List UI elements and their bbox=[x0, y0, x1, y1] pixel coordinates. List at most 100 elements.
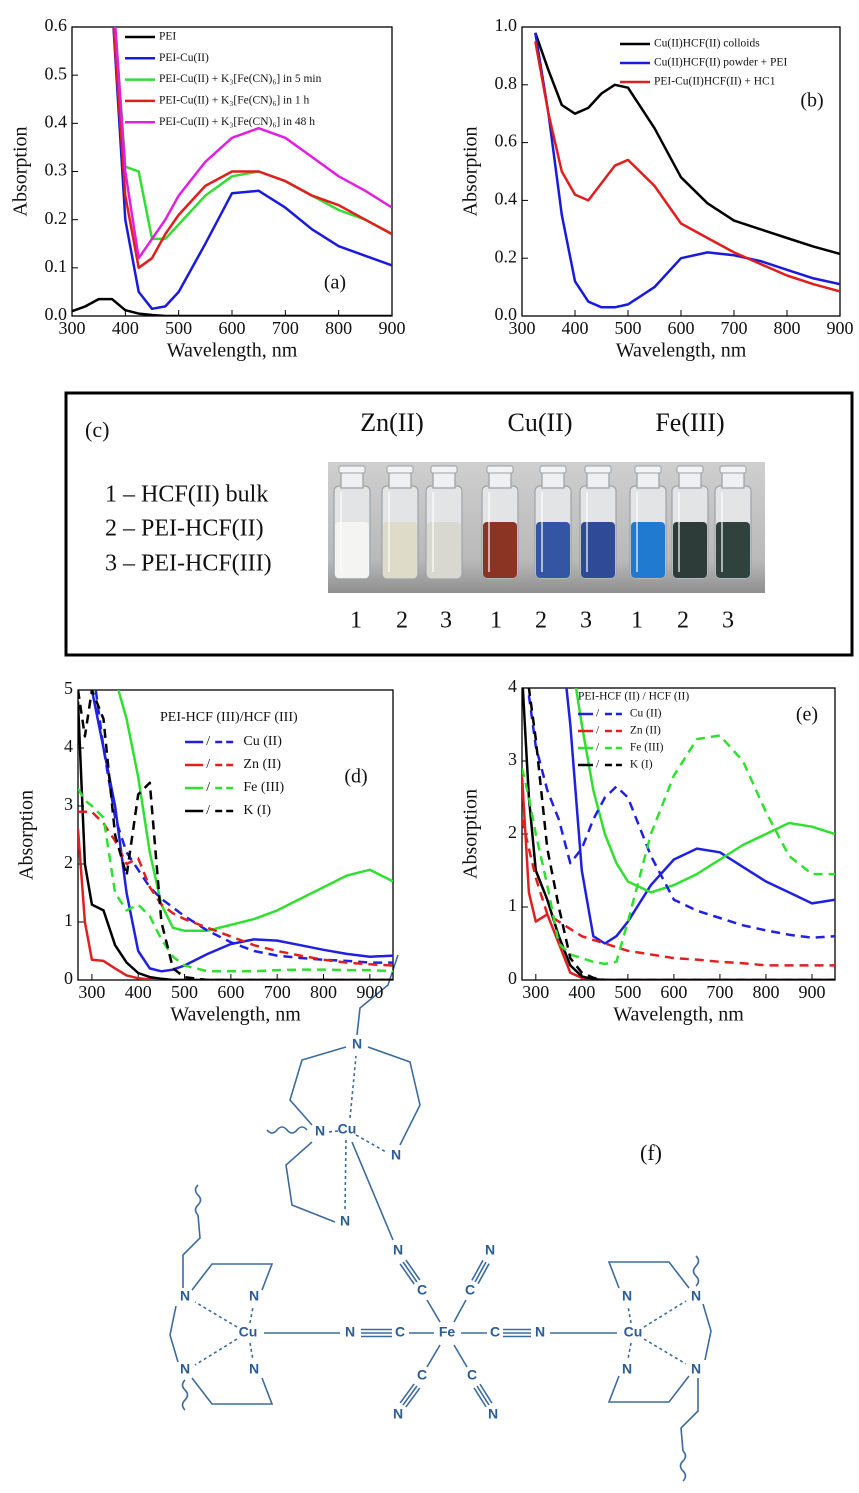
coordination bbox=[194, 1338, 238, 1366]
bond bbox=[476, 1385, 490, 1406]
legend-text: PEI bbox=[159, 31, 176, 43]
bond bbox=[426, 1344, 441, 1368]
vial-liquid bbox=[427, 522, 461, 578]
group-label: Fe(III) bbox=[655, 408, 724, 437]
legend-text: Fe (III) bbox=[243, 780, 284, 795]
spectrum-line bbox=[527, 688, 835, 980]
y-tick-label: 2 bbox=[64, 852, 73, 872]
x-tick-label: 800 bbox=[325, 318, 352, 338]
spectrum-line bbox=[78, 690, 393, 980]
atom-label: N bbox=[393, 1242, 403, 1258]
spectrum-line bbox=[72, 297, 392, 316]
vial-number: 3 bbox=[722, 608, 734, 634]
atom-label: N bbox=[622, 1361, 632, 1377]
y-tick-label: 0.6 bbox=[495, 131, 518, 151]
y-tick-label: 0 bbox=[64, 968, 73, 988]
atom-label: N bbox=[180, 1288, 190, 1304]
x-tick-label: 300 bbox=[522, 982, 549, 1002]
coordination bbox=[344, 1139, 347, 1211]
bond bbox=[405, 1259, 421, 1281]
panel-frame bbox=[64, 391, 854, 657]
y-tick-label: 0.3 bbox=[45, 160, 68, 180]
vial-rim bbox=[338, 465, 366, 474]
legend-text: PEI-Cu(II) bbox=[159, 52, 209, 64]
spectrum-line bbox=[534, 32, 840, 256]
vial-rim bbox=[386, 465, 414, 474]
y-tick-label: 4 bbox=[64, 736, 73, 756]
x-tick-label: 900 bbox=[798, 982, 825, 1002]
y-tick-label: 0.8 bbox=[495, 73, 518, 93]
x-tick-label: 300 bbox=[78, 982, 105, 1002]
x-tick-label: 900 bbox=[827, 318, 854, 338]
vial-liquid bbox=[483, 522, 517, 578]
vial-rim bbox=[430, 465, 458, 474]
bond bbox=[474, 1261, 487, 1283]
legend-separator: / bbox=[596, 725, 600, 737]
atom-label: Cu bbox=[338, 1121, 357, 1137]
x-tick-label: 600 bbox=[660, 982, 687, 1002]
spectrum-line bbox=[522, 688, 835, 980]
legend-separator: / bbox=[596, 759, 600, 771]
atom-label: C bbox=[395, 1324, 405, 1340]
spectrum-line bbox=[117, 690, 393, 932]
legend-text: K (I) bbox=[243, 803, 271, 818]
vial-liquid bbox=[335, 522, 369, 578]
vial-rim bbox=[584, 465, 612, 474]
bond bbox=[191, 1263, 274, 1291]
x-tick-label: 700 bbox=[721, 318, 748, 338]
y-tick-label: 1 bbox=[508, 895, 517, 915]
atom-label: C bbox=[465, 1282, 475, 1298]
coordination bbox=[327, 1130, 339, 1133]
atom-label: N bbox=[249, 1288, 259, 1304]
x-tick-label: 700 bbox=[272, 318, 299, 338]
x-tick-label: 800 bbox=[774, 318, 801, 338]
y-tick-label: 0.5 bbox=[45, 63, 68, 83]
bond bbox=[402, 1385, 418, 1406]
x-axis-label: Wavelength, nm bbox=[613, 1004, 744, 1026]
legend-text: PEI-Cu(II) + K₃[Fe(CN)₆] in 5 min bbox=[159, 73, 322, 85]
x-tick-label: 500 bbox=[165, 318, 192, 338]
coordination bbox=[194, 1301, 238, 1328]
x-tick-label: 900 bbox=[379, 318, 406, 338]
spectrum-line bbox=[527, 695, 835, 939]
bond bbox=[426, 1299, 441, 1323]
legend-text: 3 – PEI-HCF(III) bbox=[105, 551, 272, 577]
coordination bbox=[355, 1134, 387, 1153]
legend-text: Zn (II) bbox=[243, 757, 281, 772]
wavy-bond bbox=[181, 1379, 189, 1411]
spectrum-line bbox=[112, 27, 392, 311]
atom-label: N bbox=[393, 1406, 403, 1422]
spectrum-line bbox=[565, 688, 835, 945]
panel-label: (b) bbox=[800, 90, 823, 112]
y-tick-label: 0.0 bbox=[45, 304, 68, 324]
vial-rim bbox=[634, 465, 662, 474]
y-axis-label: Absorption bbox=[460, 127, 482, 217]
atom-label: Cu bbox=[239, 1324, 258, 1340]
spectrum-line bbox=[114, 27, 392, 260]
atom-label: C bbox=[467, 1367, 477, 1383]
bond bbox=[405, 1387, 421, 1408]
wavy-bond bbox=[194, 1184, 202, 1216]
spectrum-line bbox=[574, 688, 835, 894]
spectrum-line bbox=[78, 829, 393, 980]
legend-title: PEI-HCF (II) / HCF (II) bbox=[578, 691, 689, 703]
y-tick-label: 0.6 bbox=[45, 15, 68, 35]
coordination bbox=[249, 1306, 254, 1324]
x-axis-label: Wavelength, nm bbox=[167, 340, 298, 362]
legend-title: PEI-HCF (III)/HCF (III) bbox=[160, 710, 298, 725]
vial-liquid bbox=[536, 522, 570, 578]
legend-text: Fe (III) bbox=[630, 742, 664, 754]
atom-label: Cu bbox=[624, 1324, 643, 1340]
vial-liquid bbox=[631, 522, 665, 578]
x-tick-label: 500 bbox=[615, 318, 642, 338]
wavy-bond bbox=[266, 1126, 308, 1134]
legend-separator: / bbox=[206, 803, 210, 818]
spectrum-line bbox=[94, 690, 393, 964]
x-tick-label: 700 bbox=[706, 982, 733, 1002]
legend-text: K (I) bbox=[630, 759, 653, 771]
atom-label: N bbox=[340, 1213, 350, 1229]
bond bbox=[351, 1141, 394, 1241]
atom-label: Fe bbox=[439, 1324, 456, 1340]
vial-rim bbox=[486, 465, 514, 474]
y-axis-label: Absorption bbox=[16, 790, 38, 880]
